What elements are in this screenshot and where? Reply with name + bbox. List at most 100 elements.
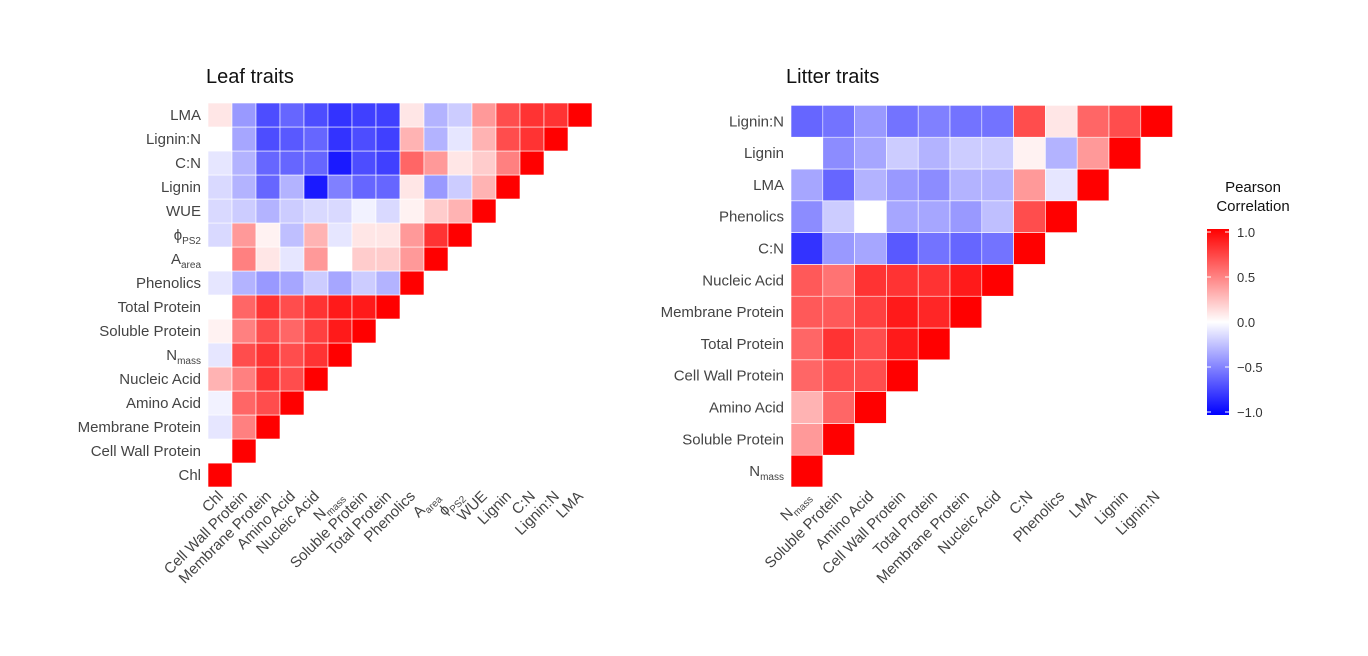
leaf-cell-c-n-wue bbox=[471, 150, 497, 176]
leaf-cell-ps2-cell-wall-protein bbox=[231, 222, 257, 248]
leaf-cell-total-protein-n-mass bbox=[327, 294, 353, 320]
leaf-cell-c-n-membrane-protein bbox=[255, 150, 281, 176]
legend-tick-label: −1.0 bbox=[1237, 405, 1263, 420]
leaf-ylabel-membrane-protein: Membrane Protein bbox=[78, 419, 201, 436]
litter-ylabel-nucleic-acid: Nucleic Acid bbox=[702, 272, 784, 289]
litter-cell-c-n-cell-wall-protein bbox=[886, 232, 919, 265]
leaf-cell-lignin-n-n-mass bbox=[327, 126, 353, 152]
litter-cell-lma-membrane-protein bbox=[949, 168, 983, 202]
litter-cell-membrane-protein-total-protein bbox=[917, 295, 951, 329]
legend-tick-label: 0.5 bbox=[1237, 270, 1255, 285]
litter-cell-nucleic-acid-amino-acid bbox=[854, 264, 887, 297]
litter-cell-c-n-n-mass bbox=[790, 232, 824, 265]
litter-ylabel-lignin-n: Lignin:N bbox=[729, 113, 784, 130]
litter-cell-nucleic-acid-membrane-protein bbox=[949, 264, 983, 297]
leaf-cell-lignin-n-ps2 bbox=[447, 126, 473, 152]
litter-cell-lma-total-protein bbox=[917, 168, 951, 202]
leaf-cell-phenolics-cell-wall-protein bbox=[231, 270, 257, 296]
litter-cell-lignin-soluble-protein bbox=[822, 136, 855, 170]
leaf-cell-phenolics-n-mass bbox=[327, 270, 353, 296]
leaf-cell-c-n-ps2 bbox=[447, 150, 473, 176]
leaf-cell-ps2-membrane-protein bbox=[255, 222, 281, 248]
litter-cell-lignin-total-protein bbox=[917, 136, 951, 170]
litter-cell-phenolics-c-n bbox=[1013, 200, 1046, 233]
leaf-cell-ps2-total-protein bbox=[375, 222, 401, 248]
litter-cell-nucleic-acid-cell-wall-protein bbox=[886, 264, 919, 297]
litter-cell-lignin-n-n-mass bbox=[790, 105, 824, 138]
litter-cell-lma-nucleic-acid bbox=[981, 168, 1014, 202]
litter-heatmap: Nmass Soluble Protein Amino Acid Cell Wall … bbox=[661, 105, 1173, 587]
leaf-cell-wue-nucleic-acid bbox=[303, 198, 329, 224]
leaf-ylabel-lignin: Lignin bbox=[161, 179, 201, 196]
legend-colorbar bbox=[1207, 229, 1229, 415]
leaf-cell-lignin-chl bbox=[207, 174, 233, 200]
leaf-cell-phenolics-chl bbox=[207, 270, 233, 296]
litter-cell-lma-soluble-protein bbox=[822, 168, 855, 202]
leaf-cell-a-area-n-mass bbox=[327, 246, 353, 272]
leaf-cell-amino-acid-chl bbox=[207, 390, 233, 416]
leaf-cell-lignin-a-area bbox=[423, 174, 449, 200]
leaf-xlabel-lma: LMA bbox=[553, 488, 587, 522]
leaf-cell-nucleic-acid-chl bbox=[207, 366, 233, 392]
leaf-cell-total-protein-cell-wall-protein bbox=[231, 294, 257, 320]
leaf-cell-amino-acid-amino-acid bbox=[279, 390, 305, 416]
litter-cell-soluble-protein-soluble-protein bbox=[822, 423, 855, 456]
litter-cell-lignin-n-lignin-n bbox=[1140, 105, 1173, 138]
litter-cell-membrane-protein-n-mass bbox=[790, 295, 824, 329]
litter-cell-amino-acid-amino-acid bbox=[854, 391, 887, 424]
litter-cell-phenolics-n-mass bbox=[790, 200, 824, 233]
leaf-cell-lignin-n-soluble-protein bbox=[351, 126, 377, 152]
litter-cell-lignin-n-mass bbox=[790, 136, 824, 170]
leaf-ylabel-n-mass: Nmass bbox=[166, 347, 201, 367]
leaf-cell-cell-wall-protein-chl bbox=[207, 438, 233, 464]
leaf-cell-ps2-nucleic-acid bbox=[303, 222, 329, 248]
litter-cell-lignin-nucleic-acid bbox=[981, 136, 1014, 170]
litter-ylabel-amino-acid: Amino Acid bbox=[709, 400, 784, 417]
litter-cell-c-n-soluble-protein bbox=[822, 232, 855, 265]
leaf-cell-membrane-protein-chl bbox=[207, 414, 233, 440]
leaf-cell-lignin-lignin bbox=[495, 174, 521, 200]
leaf-cell-total-protein-amino-acid bbox=[279, 294, 305, 320]
leaf-cell-total-protein-soluble-protein bbox=[351, 294, 377, 320]
leaf-cell-lignin-n-membrane-protein bbox=[255, 126, 281, 152]
leaf-cell-c-n-phenolics bbox=[399, 150, 425, 176]
litter-cell-lignin-n-nucleic-acid bbox=[981, 105, 1014, 138]
leaf-cell-lma-nucleic-acid bbox=[303, 102, 329, 128]
leaf-cell-lignin-wue bbox=[471, 174, 497, 200]
litter-cell-phenolics-phenolics bbox=[1045, 200, 1078, 233]
litter-cell-cell-wall-protein-n-mass bbox=[790, 359, 824, 392]
leaf-ylabel-soluble-protein: Soluble Protein bbox=[99, 323, 201, 340]
leaf-cell-wue-amino-acid bbox=[279, 198, 305, 224]
leaf-cell-amino-acid-membrane-protein bbox=[255, 390, 281, 416]
leaf-cell-wue-a-area bbox=[423, 198, 449, 224]
litter-ylabel-total-protein: Total Protein bbox=[701, 336, 784, 353]
leaf-cell-a-area-cell-wall-protein bbox=[231, 246, 257, 272]
leaf-cell-wue-wue bbox=[471, 198, 497, 224]
leaf-cell-n-mass-cell-wall-protein bbox=[231, 342, 257, 368]
litter-cell-nucleic-acid-soluble-protein bbox=[822, 264, 855, 297]
leaf-cell-lignin-phenolics bbox=[399, 174, 425, 200]
leaf-cell-a-area-total-protein bbox=[375, 246, 401, 272]
leaf-cell-soluble-protein-membrane-protein bbox=[255, 318, 281, 344]
litter-cell-soluble-protein-n-mass bbox=[790, 423, 824, 456]
leaf-cell-phenolics-soluble-protein bbox=[351, 270, 377, 296]
litter-cell-nucleic-acid-nucleic-acid bbox=[981, 264, 1014, 297]
litter-cell-lignin-n-membrane-protein bbox=[949, 105, 983, 138]
leaf-cell-ps2-amino-acid bbox=[279, 222, 305, 248]
leaf-cell-lignin-n-mass bbox=[327, 174, 353, 200]
leaf-cell-amino-acid-cell-wall-protein bbox=[231, 390, 257, 416]
litter-cell-phenolics-soluble-protein bbox=[822, 200, 855, 233]
litter-cell-lignin-lma bbox=[1076, 136, 1110, 170]
leaf-cell-lignin-n-chl bbox=[207, 126, 233, 152]
leaf-ylabel-lma: LMA bbox=[170, 107, 201, 124]
litter-cell-amino-acid-soluble-protein bbox=[822, 391, 855, 424]
leaf-cell-lignin-membrane-protein bbox=[255, 174, 281, 200]
leaf-cell-total-protein-nucleic-acid bbox=[303, 294, 329, 320]
leaf-cell-lma-lignin-n bbox=[543, 102, 569, 128]
leaf-cell-lignin-n-amino-acid bbox=[279, 126, 305, 152]
leaf-cell-ps2-chl bbox=[207, 222, 233, 248]
leaf-cell-total-protein-membrane-protein bbox=[255, 294, 281, 320]
legend: 1.0 0.5 0.0 −0.5 −1.0 bbox=[1207, 225, 1263, 420]
leaf-cell-lignin-n-c-n bbox=[519, 126, 545, 152]
leaf-cell-wue-cell-wall-protein bbox=[231, 198, 257, 224]
